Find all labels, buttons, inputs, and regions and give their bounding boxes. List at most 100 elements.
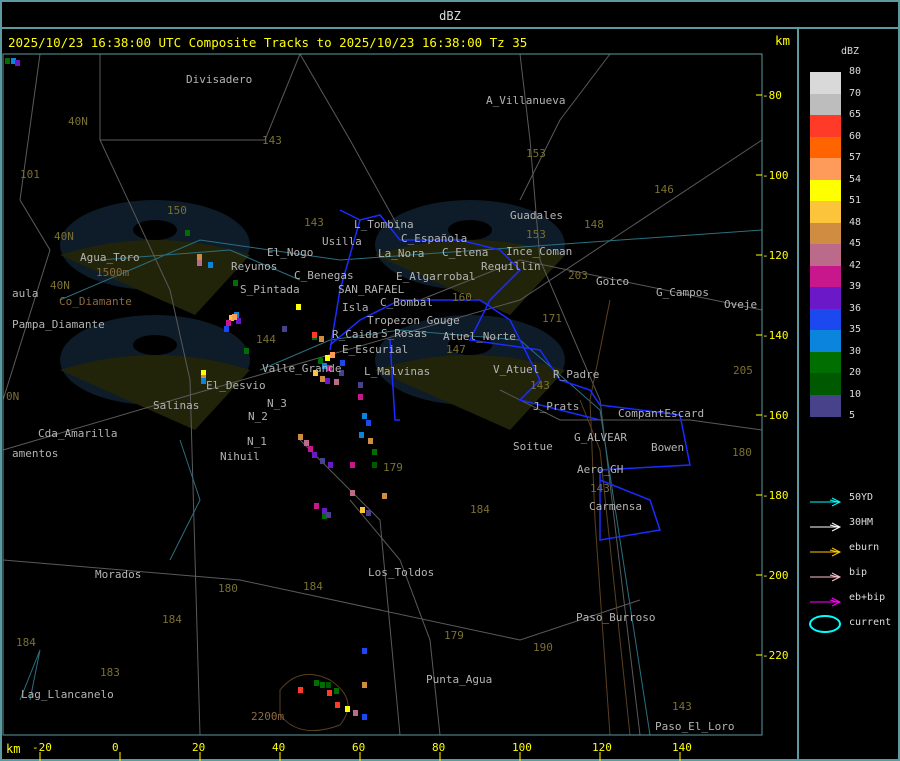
echo-cell [320, 458, 325, 464]
echo-cell [312, 332, 317, 338]
route-label: 144 [256, 333, 276, 346]
echo-cell [282, 326, 287, 332]
legend-swatch [810, 330, 841, 352]
y-tick-label: -160 [762, 409, 789, 422]
route-label: 0N [6, 390, 19, 403]
route-label: 179 [383, 461, 403, 474]
place-label: R_Padre [553, 368, 599, 381]
place-label: Aero_GH [577, 463, 623, 476]
route-label: 148 [584, 218, 604, 231]
route-label: 101 [20, 168, 40, 181]
legend-level-label: 45 [849, 238, 862, 249]
route-labels: 143 153 146 101 40N 150 40N 143 148 153 203 171 40N 1… [6, 115, 753, 713]
place-label: La_Nora [378, 247, 424, 260]
place-labels: Divisadero A_Villanueva Guadales L_Tombina U… [12, 73, 757, 733]
place-label: amentos [12, 447, 58, 460]
echo-cell [362, 682, 367, 688]
legend-swatch [810, 308, 841, 331]
legend-level-label: 10 [849, 388, 862, 400]
legend-swatch [810, 222, 841, 245]
map-line [299, 53, 401, 231]
track-arrow-icon [810, 568, 842, 582]
place-label: Carmensa [589, 500, 642, 513]
place-label: 1500m [96, 266, 129, 279]
legend-swatch [810, 179, 841, 202]
watermark-logo [375, 315, 565, 430]
x-tick-label: 100 [512, 741, 532, 754]
map-line [349, 499, 441, 736]
place-label: A_Villanueva [486, 94, 565, 107]
echo-cell [325, 355, 330, 361]
route-label: 143 [304, 216, 324, 229]
echo-cell [366, 420, 371, 426]
map-line [339, 209, 691, 541]
current-ellipse-icon [809, 615, 841, 633]
echo-cell [362, 648, 367, 654]
legend-level-label: 35 [849, 324, 862, 335]
place-label: Guadales [510, 209, 563, 222]
route-label: 180 [732, 446, 752, 459]
legend-swatch [810, 287, 841, 309]
track-arrow-icon [810, 518, 842, 532]
map-line [2, 53, 51, 401]
y-tick-label: -80 [762, 89, 782, 102]
echo-cell [322, 508, 327, 514]
echo-cell [197, 254, 202, 260]
route-label: 153 [526, 228, 546, 241]
echo-cell [326, 682, 331, 688]
place-label: aula [12, 287, 39, 300]
echo-cell [325, 378, 330, 384]
legend-level-label: 80 [849, 66, 862, 77]
echo-cell [372, 462, 377, 468]
map-line [329, 219, 361, 351]
route-label: 205 [733, 364, 753, 377]
y-tick-label: -220 [762, 649, 789, 662]
echo-cell [382, 493, 387, 499]
track-arrow-icon [810, 493, 842, 507]
echo-cell [296, 304, 301, 310]
map-lines [2, 53, 763, 736]
place-label: Paso_El_Loro [655, 720, 734, 733]
legend-level-label: 60 [849, 130, 862, 142]
x-tick-label: 20 [192, 741, 205, 754]
y-tick-label: -200 [762, 569, 789, 582]
plot-title: 2025/10/23 16:38:00 UTC Composite Tracks… [8, 35, 528, 50]
echo-cell [345, 706, 350, 712]
map-line [329, 299, 601, 421]
x-tick-label: 0 [112, 741, 119, 754]
place-label: Salinas [153, 399, 199, 412]
place-label: C_Elena [442, 246, 488, 259]
place-label: C_Española [401, 232, 467, 245]
x-tick-label: 80 [432, 741, 445, 754]
x-tick-label: 40 [272, 741, 285, 754]
route-label: 160 [452, 291, 472, 304]
map-line [259, 329, 651, 736]
legend-level-label: 39 [849, 281, 862, 292]
echo-cell [314, 680, 319, 686]
route-label: 40N [68, 115, 88, 128]
legend-level-label: 54 [849, 173, 862, 185]
echo-cell [360, 507, 365, 513]
route-label: 143 [530, 379, 550, 392]
place-label: Soitue [513, 440, 553, 453]
echo-cell [330, 352, 335, 358]
echo-cell [353, 710, 358, 716]
echo-cell [314, 503, 319, 509]
legend-level-label: 30 [849, 345, 862, 357]
legend-swatch [810, 158, 841, 180]
plot-area-border [2, 53, 763, 736]
route-label: 179 [444, 629, 464, 642]
x-tick-label: -20 [32, 741, 52, 754]
echo-cell [197, 260, 202, 266]
route-label: 143 [590, 482, 610, 495]
map-line [59, 229, 763, 301]
map-line [2, 139, 763, 451]
echo-cell [304, 440, 309, 446]
place-label: Tropezon Gouge [367, 314, 460, 327]
current-legend-label: current [849, 617, 892, 628]
y-tick-label: -180 [762, 489, 789, 502]
route-label: 171 [542, 312, 562, 325]
legend-swatch [810, 136, 841, 159]
track-legend-label: eb+bip [849, 592, 886, 603]
